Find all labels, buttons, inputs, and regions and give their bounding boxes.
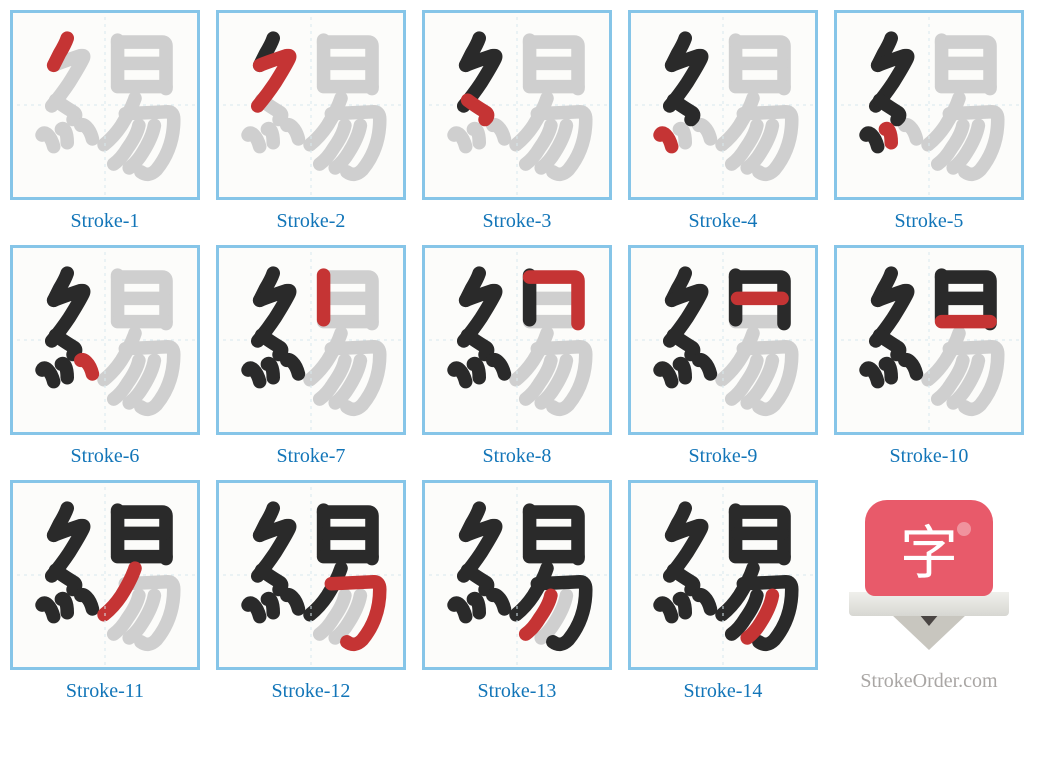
stroke-cell: Stroke-2 (216, 10, 406, 233)
stroke-cell: Stroke-6 (10, 245, 200, 468)
stroke-label: Stroke-10 (890, 445, 969, 468)
character-svg (631, 483, 815, 667)
stroke-cell: Stroke-10 (834, 245, 1024, 468)
watermark: StrokeOrder.com (860, 670, 997, 693)
stroke-label: Stroke-7 (277, 445, 346, 468)
stroke-cell: Stroke-3 (422, 10, 612, 233)
stroke-label: Stroke-8 (483, 445, 552, 468)
stroke-cell: Stroke-13 (422, 480, 612, 703)
character-svg (425, 248, 609, 432)
stroke-cell: Stroke-8 (422, 245, 612, 468)
stroke-label: Stroke-5 (895, 210, 964, 233)
stroke-cell: Stroke-12 (216, 480, 406, 703)
stroke-cell: Stroke-5 (834, 10, 1024, 233)
character-svg (219, 483, 403, 667)
stroke-label: Stroke-12 (272, 680, 351, 703)
logo-cell: 字 StrokeOrder.com (834, 480, 1024, 703)
stroke-tile (422, 10, 612, 200)
stroke-cell: Stroke-9 (628, 245, 818, 468)
logo-top: 字 (865, 500, 993, 596)
stroke-tile (10, 10, 200, 200)
stroke-tile (216, 245, 406, 435)
stroke-label: Stroke-6 (71, 445, 140, 468)
stroke-tile (834, 10, 1024, 200)
stroke-tile (628, 10, 818, 200)
stroke-label: Stroke-3 (483, 210, 552, 233)
stroke-label: Stroke-11 (66, 680, 144, 703)
stroke-cell: Stroke-14 (628, 480, 818, 703)
stroke-cell: Stroke-7 (216, 245, 406, 468)
logo-tip (891, 614, 967, 650)
stroke-label: Stroke-13 (478, 680, 557, 703)
stroke-tile (834, 245, 1024, 435)
character-svg (13, 248, 197, 432)
stroke-label: Stroke-9 (689, 445, 758, 468)
stroke-label: Stroke-2 (277, 210, 346, 233)
logo: 字 (834, 480, 1024, 670)
stroke-label: Stroke-4 (689, 210, 758, 233)
character-svg (631, 13, 815, 197)
stroke-grid: Stroke-1 Stroke-2 Stroke-3 Stroke-4 Stroke-5… (10, 10, 1040, 703)
stroke-tile (422, 480, 612, 670)
character-svg (837, 248, 1021, 432)
character-svg (425, 13, 609, 197)
character-svg (631, 248, 815, 432)
stroke-tile (422, 245, 612, 435)
stroke-tile (10, 245, 200, 435)
character-svg (425, 483, 609, 667)
character-svg (13, 13, 197, 197)
character-svg (219, 248, 403, 432)
character-svg (219, 13, 403, 197)
logo-glyph: 字 (900, 506, 958, 590)
stroke-tile (216, 480, 406, 670)
stroke-label: Stroke-1 (71, 210, 140, 233)
character-svg (13, 483, 197, 667)
stroke-tile (216, 10, 406, 200)
stroke-label: Stroke-14 (684, 680, 763, 703)
character-svg (837, 13, 1021, 197)
stroke-cell: Stroke-11 (10, 480, 200, 703)
stroke-cell: Stroke-4 (628, 10, 818, 233)
stroke-tile (10, 480, 200, 670)
stroke-tile (628, 480, 818, 670)
stroke-cell: Stroke-1 (10, 10, 200, 233)
stroke-tile (628, 245, 818, 435)
